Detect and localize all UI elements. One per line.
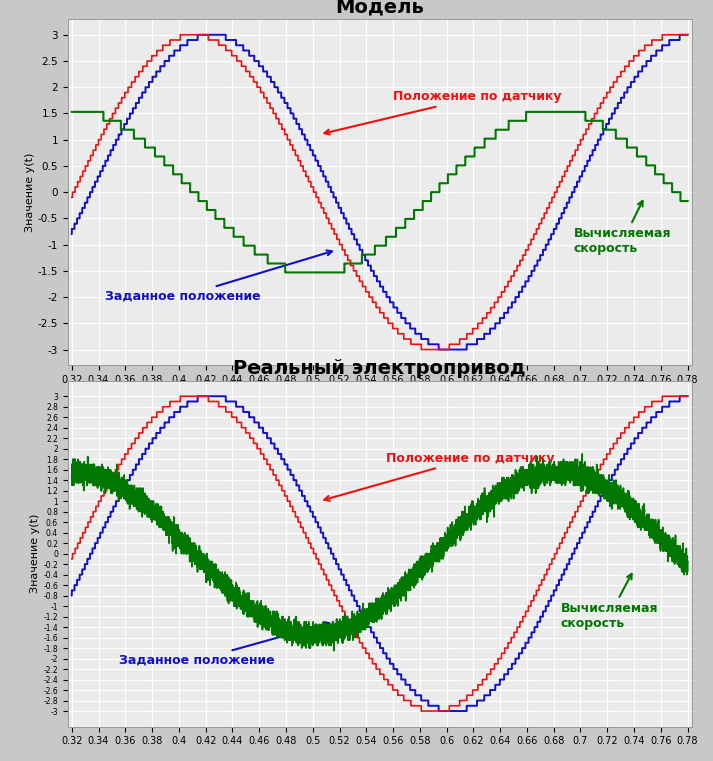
Text: Вычисляемая
скорость: Вычисляемая скорость: [574, 201, 672, 256]
Text: Положение по датчику: Положение по датчику: [324, 91, 562, 135]
Text: Положение по датчику: Положение по датчику: [324, 452, 555, 501]
Text: Заданное положение: Заданное положение: [118, 622, 329, 667]
Y-axis label: Значение y(t): Значение y(t): [25, 152, 35, 232]
Title: Реальный электропривод: Реальный электропривод: [233, 358, 526, 377]
Text: Вычисляемая
скорость: Вычисляемая скорость: [560, 574, 658, 630]
Text: Заданное положение: Заданное положение: [106, 250, 332, 303]
Title: Модель: Модель: [335, 0, 424, 16]
X-axis label: График: График: [360, 388, 399, 398]
Y-axis label: Значение y(t): Значение y(t): [31, 514, 41, 594]
